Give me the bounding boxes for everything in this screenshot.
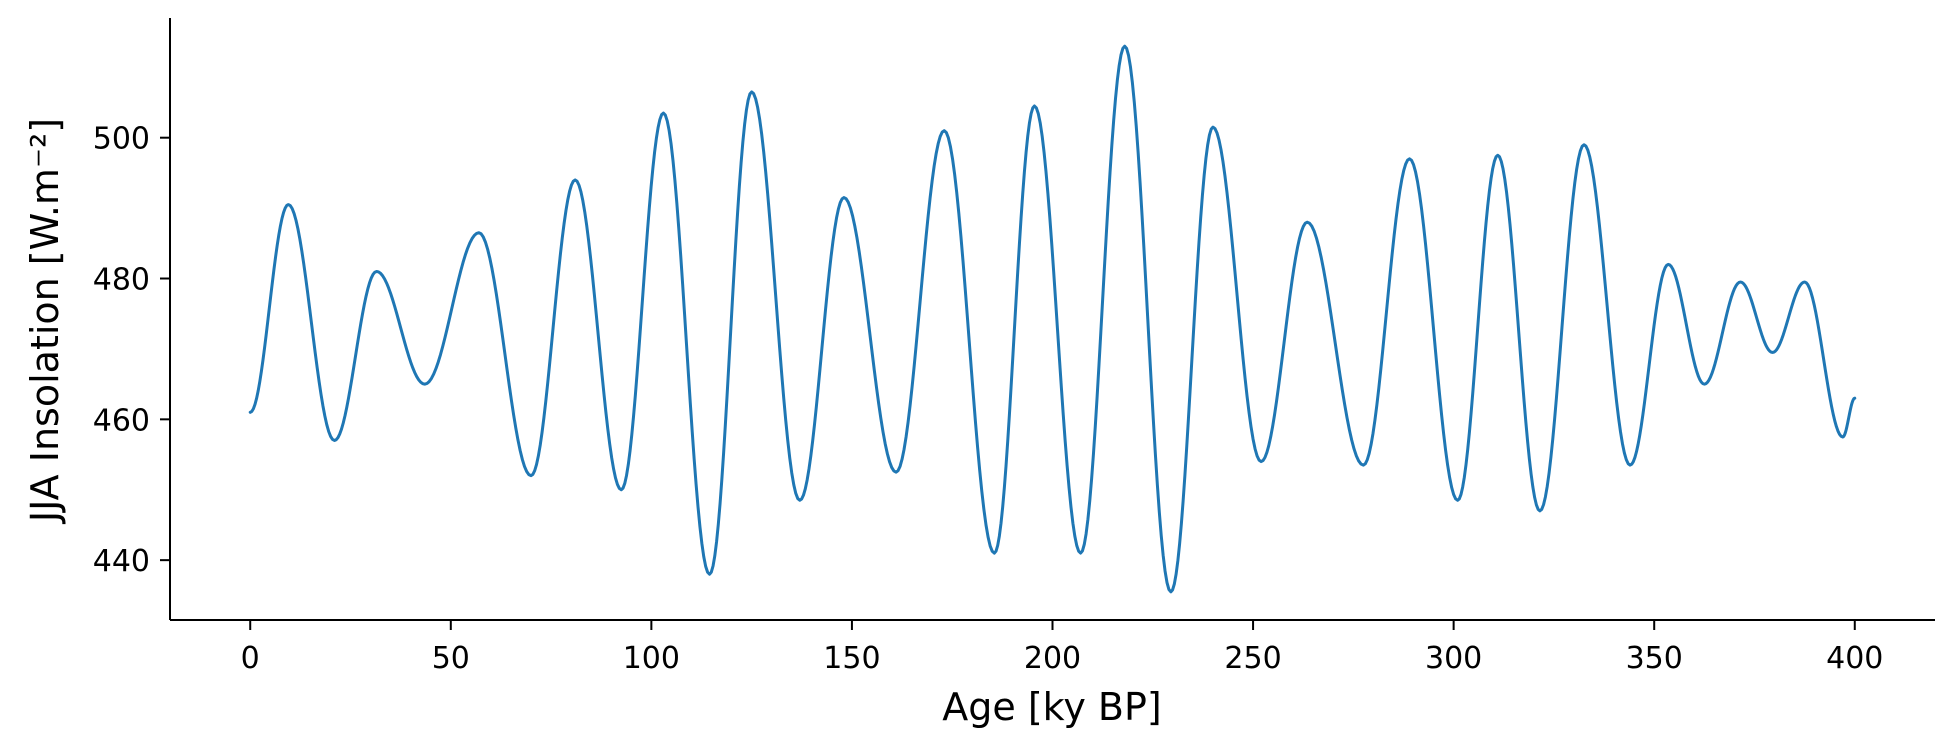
x-tick-label: 400 bbox=[1826, 641, 1883, 676]
x-tick-label: 350 bbox=[1626, 641, 1683, 676]
x-tick-label: 100 bbox=[623, 641, 680, 676]
y-tick-label: 440 bbox=[93, 544, 150, 579]
axes bbox=[169, 18, 1935, 621]
series-layer bbox=[248, 44, 1857, 594]
x-tick-label: 250 bbox=[1224, 641, 1281, 676]
x-tick-label: 150 bbox=[823, 641, 880, 676]
x-tick-label: 0 bbox=[241, 641, 260, 676]
insolation-series-line bbox=[248, 44, 1857, 594]
ticks: 0 50 100 150 200 250 300 350 400 440 460 480 500 bbox=[93, 122, 1884, 676]
x-tick-label: 50 bbox=[432, 641, 470, 676]
y-tick-label: 460 bbox=[93, 403, 150, 438]
x-axis-label: Age [ky BP] bbox=[942, 685, 1161, 729]
x-tick-label: 200 bbox=[1024, 641, 1081, 676]
x-tick-label: 300 bbox=[1425, 641, 1482, 676]
y-tick-label: 500 bbox=[93, 122, 150, 157]
y-axis-label: JJA Insolation [W.m⁻²] bbox=[23, 118, 67, 524]
y-tick-label: 480 bbox=[93, 263, 150, 298]
